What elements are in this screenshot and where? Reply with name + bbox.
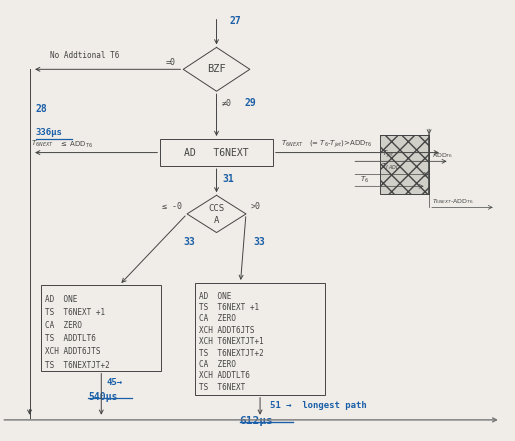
Text: 33: 33 — [184, 237, 196, 247]
Text: (= $T_6$-$T_{jet}$)>ADD$_{T6}$: (= $T_6$-$T_{jet}$)>ADD$_{T6}$ — [308, 139, 372, 150]
Text: TS  T6NEXT: TS T6NEXT — [199, 383, 245, 392]
Text: TS  T6NEXT +1: TS T6NEXT +1 — [199, 303, 259, 312]
Text: AD  ONE: AD ONE — [45, 295, 78, 304]
Text: TS  T6NEXTJT+2: TS T6NEXTJT+2 — [199, 349, 264, 358]
Text: TS  T6NEXT +1: TS T6NEXT +1 — [45, 308, 105, 317]
Text: CA  ZERO: CA ZERO — [45, 321, 82, 330]
Text: TS  T6NEXTJT+2: TS T6NEXTJT+2 — [45, 360, 110, 370]
Text: ≤ -0: ≤ -0 — [162, 202, 182, 210]
Text: CA  ZERO: CA ZERO — [199, 314, 236, 324]
Text: $T_6$: $T_6$ — [360, 175, 369, 185]
Text: XCH ADDT6JTS: XCH ADDT6JTS — [45, 348, 101, 356]
Text: 31: 31 — [222, 174, 234, 184]
Bar — [160, 139, 273, 166]
Bar — [41, 285, 162, 370]
Text: $T_{6NEXT}$: $T_{6NEXT}$ — [31, 139, 54, 149]
Text: XCH T6NEXTJT+1: XCH T6NEXTJT+1 — [199, 337, 264, 346]
Bar — [381, 135, 429, 194]
Text: 540μs: 540μs — [89, 392, 118, 402]
Text: $T_{6NEXT}$-ADD$_{T6}$: $T_{6NEXT}$-ADD$_{T6}$ — [432, 197, 473, 206]
Text: CCS: CCS — [209, 204, 225, 213]
Text: AD  ONE: AD ONE — [199, 292, 231, 301]
Text: XCH ADDT6JTS: XCH ADDT6JTS — [199, 326, 254, 335]
Text: XCH ADDTLT6: XCH ADDTLT6 — [199, 371, 250, 381]
Text: $T_{6NEXT}$: $T_{6NEXT}$ — [281, 139, 303, 149]
Text: $\leq$ ADD$_{T6}$: $\leq$ ADD$_{T6}$ — [59, 140, 94, 150]
Text: =0: =0 — [165, 58, 176, 67]
Text: CA  ZERO: CA ZERO — [199, 360, 236, 369]
Text: TS  ADDTLT6: TS ADDTLT6 — [45, 334, 96, 343]
Text: 612μs: 612μs — [239, 416, 273, 426]
Text: ≠0: ≠0 — [221, 99, 232, 108]
Text: A: A — [214, 216, 219, 224]
Text: No Addtional T6: No Addtional T6 — [50, 51, 119, 60]
Text: >0: >0 — [251, 202, 261, 210]
Text: BZF: BZF — [207, 64, 226, 75]
Text: $T_{j'ADD}$: $T_{j'ADD}$ — [382, 162, 401, 173]
Text: ADD$_{T6}$: ADD$_{T6}$ — [432, 151, 453, 160]
Text: 33: 33 — [253, 237, 265, 247]
Text: 29: 29 — [245, 98, 256, 108]
Text: 51 →  longest path: 51 → longest path — [270, 401, 367, 410]
Text: $T_{jet}$: $T_{jet}$ — [383, 148, 395, 160]
Text: 336μs: 336μs — [36, 128, 63, 137]
Bar — [195, 283, 325, 395]
Text: 45→: 45→ — [107, 378, 123, 388]
Text: 28: 28 — [36, 104, 47, 114]
Text: 27: 27 — [229, 16, 241, 26]
Text: AD   T6NEXT: AD T6NEXT — [184, 148, 249, 157]
